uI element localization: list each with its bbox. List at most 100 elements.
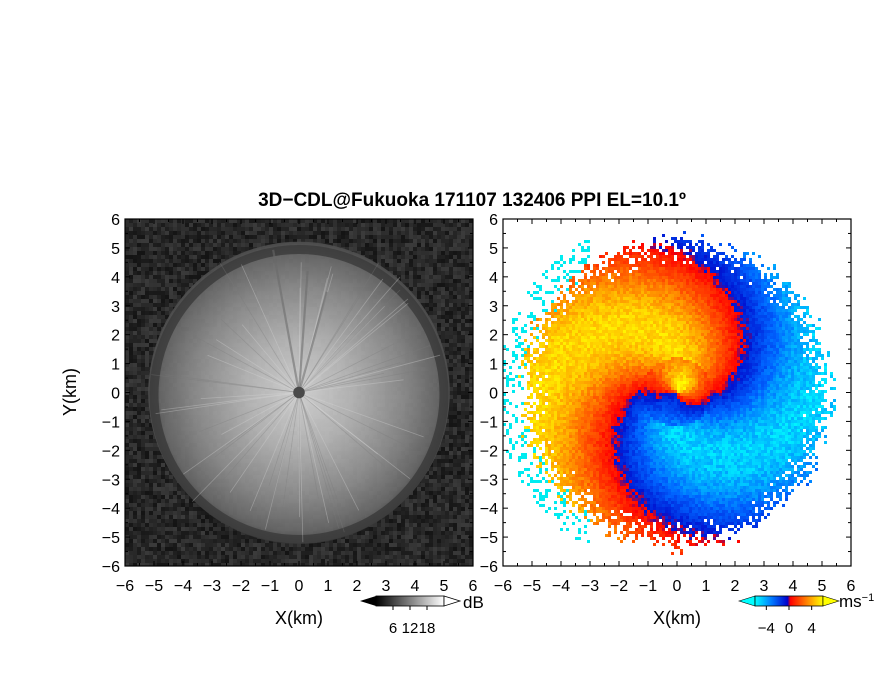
- snr-noise-cell: [429, 259, 433, 263]
- snr-noise-cell: [241, 235, 245, 239]
- snr-noise-cell: [325, 227, 329, 231]
- snr-noise-cell: [457, 327, 461, 331]
- snr-noise-cell: [205, 251, 209, 255]
- snr-noise-cell: [149, 231, 153, 235]
- snr-noise-cell: [125, 339, 129, 343]
- snr-noise-cell: [417, 279, 421, 283]
- snr-noise-cell: [429, 239, 433, 243]
- snr-noise-cell: [153, 439, 157, 443]
- snr-noise-cell: [469, 351, 473, 355]
- snr-noise-cell: [269, 223, 273, 227]
- snr-noise-cell: [145, 243, 149, 247]
- snr-noise-cell: [149, 287, 153, 291]
- snr-noise-cell: [469, 339, 473, 343]
- snr-noise-cell: [465, 303, 469, 307]
- snr-noise-cell: [385, 255, 389, 259]
- snr-noise-cell: [145, 275, 149, 279]
- snr-noise-cell: [201, 247, 205, 251]
- snr-noise-cell: [193, 243, 197, 247]
- snr-noise-cell: [129, 435, 133, 439]
- snr-noise-cell: [129, 343, 133, 347]
- snr-noise-cell: [465, 291, 469, 295]
- snr-noise-cell: [445, 275, 449, 279]
- snr-noise-cell: [229, 251, 233, 255]
- snr-noise-cell: [133, 339, 137, 343]
- snr-noise-cell: [185, 247, 189, 251]
- snr-noise-cell: [145, 239, 149, 243]
- snr-noise-cell: [229, 247, 233, 251]
- snr-noise-cell: [153, 243, 157, 247]
- snr-noise-cell: [209, 263, 213, 267]
- snr-noise-cell: [437, 259, 441, 263]
- snr-noise-cell: [457, 387, 461, 391]
- snr-noise-cell: [461, 379, 465, 383]
- snr-noise-cell: [385, 251, 389, 255]
- snr-noise-cell: [445, 271, 449, 275]
- snr-noise-cell: [133, 263, 137, 267]
- snr-noise-cell: [345, 219, 349, 223]
- snr-noise-cell: [217, 259, 221, 263]
- snr-noise-cell: [405, 259, 409, 263]
- snr-noise-cell: [193, 259, 197, 263]
- snr-noise-cell: [229, 231, 233, 235]
- snr-noise-cell: [173, 275, 177, 279]
- snr-noise-cell: [465, 307, 469, 311]
- snr-noise-cell: [461, 319, 465, 323]
- snr-noise-cell: [461, 335, 465, 339]
- snr-noise-cell: [201, 239, 205, 243]
- snr-noise-cell: [165, 231, 169, 235]
- snr-noise-cell: [393, 231, 397, 235]
- snr-noise-cell: [201, 259, 205, 263]
- snr-noise-cell: [429, 275, 433, 279]
- snr-noise-cell: [341, 223, 345, 227]
- snr-noise-cell: [169, 283, 173, 287]
- snr-noise-cell: [461, 327, 465, 331]
- snr-noise-cell: [413, 247, 417, 251]
- snr-noise-cell: [141, 279, 145, 283]
- snr-noise-cell: [185, 235, 189, 239]
- snr-noise-cell: [301, 231, 305, 235]
- snr-noise-cell: [469, 323, 473, 327]
- snr-noise-cell: [389, 267, 393, 271]
- snr-noise-cell: [465, 319, 469, 323]
- snr-noise-cell: [449, 427, 453, 431]
- snr-noise-cell: [125, 247, 129, 251]
- snr-noise-cell: [461, 355, 465, 359]
- snr-noise-cell: [189, 255, 193, 259]
- snr-noise-cell: [397, 275, 401, 279]
- snr-noise-cell: [465, 295, 469, 299]
- snr-noise-cell: [361, 243, 365, 247]
- snr-noise-cell: [465, 259, 469, 263]
- snr-noise-cell: [149, 447, 153, 451]
- snr-noise-cell: [189, 283, 193, 287]
- snr-noise-cell: [133, 343, 137, 347]
- snr-noise-cell: [137, 295, 141, 299]
- snr-noise-cell: [169, 303, 173, 307]
- snr-noise-cell: [381, 231, 385, 235]
- snr-noise-cell: [169, 251, 173, 255]
- snr-noise-cell: [453, 283, 457, 287]
- snr-noise-cell: [137, 399, 141, 403]
- snr-noise-cell: [273, 235, 277, 239]
- snr-noise-cell: [217, 235, 221, 239]
- snr-noise-cell: [329, 243, 333, 247]
- snr-noise-cell: [409, 255, 413, 259]
- snr-noise-cell: [133, 295, 137, 299]
- snr-noise-cell: [249, 243, 253, 247]
- snr-noise-cell: [225, 223, 229, 227]
- snr-noise-cell: [149, 239, 153, 243]
- snr-noise-cell: [445, 435, 449, 439]
- snr-noise-cell: [469, 259, 473, 263]
- snr-noise-cell: [145, 419, 149, 423]
- snr-noise-cell: [353, 247, 357, 251]
- snr-noise-cell: [221, 239, 225, 243]
- snr-noise-cell: [145, 411, 149, 415]
- snr-noise-cell: [137, 327, 141, 331]
- snr-noise-cell: [141, 435, 145, 439]
- snr-noise-cell: [421, 247, 425, 251]
- snr-noise-cell: [325, 231, 329, 235]
- snr-noise-cell: [129, 311, 133, 315]
- snr-noise-cell: [137, 355, 141, 359]
- snr-noise-cell: [465, 311, 469, 315]
- snr-noise-cell: [137, 243, 141, 247]
